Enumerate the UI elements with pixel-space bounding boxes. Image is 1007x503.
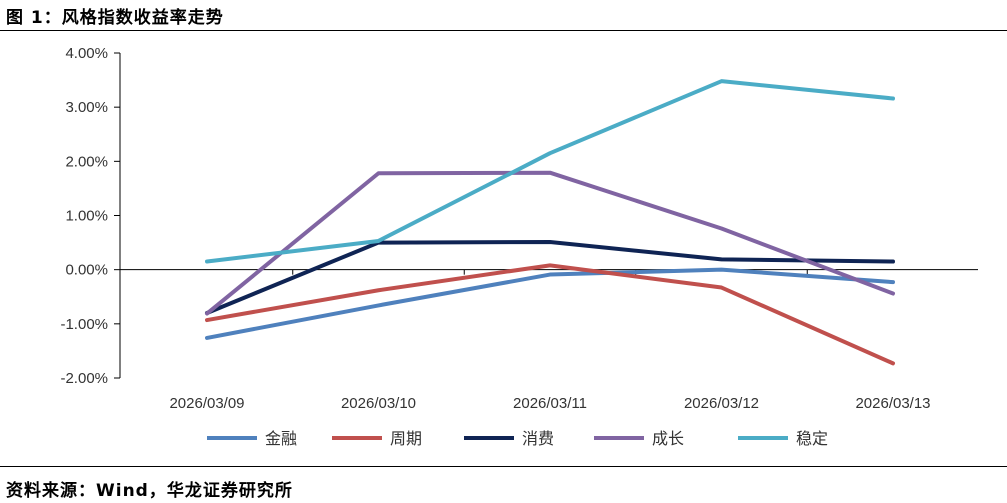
y-tick-label: 4.00% (65, 45, 108, 62)
x-tick-label: 2026/03/11 (513, 395, 587, 412)
series-line-周期 (205, 263, 895, 366)
y-tick-label: -2.00% (60, 370, 108, 387)
x-axis: 2026/03/09 2026/03/10 2026/03/11 2026/03/12… (120, 269, 978, 412)
top-divider (0, 30, 1007, 31)
legend-label: 稳定 (796, 429, 828, 448)
series-line-稳定 (205, 79, 895, 264)
y-axis: 4.00% 3.00% 2.00% 1.00% 0.00% -1.00% -2.00% (60, 45, 121, 387)
y-tick-label: 0.00% (65, 262, 108, 279)
x-tick-label: 2026/03/09 (169, 395, 244, 412)
figure-title: 图 1：风格指数收益率走势 (6, 8, 224, 28)
x-tick-label: 2026/03/13 (855, 395, 930, 412)
series-line-成长 (205, 170, 895, 316)
y-tick-label: -1.00% (60, 316, 108, 333)
y-tick-label: 2.00% (65, 153, 108, 170)
series-line-消费 (205, 240, 895, 315)
series-line-金融 (205, 267, 895, 340)
line-chart: 4.00% 3.00% 2.00% 1.00% 0.00% -1.00% -2.00% 20… (60, 45, 978, 448)
series-lines (205, 79, 895, 366)
legend-label: 金融 (265, 429, 297, 448)
legend-label: 消费 (522, 429, 554, 448)
x-tick-label: 2026/03/12 (684, 395, 759, 412)
bottom-divider (0, 466, 1007, 467)
y-tick-label: 3.00% (65, 99, 108, 116)
legend-label: 成长 (652, 429, 684, 448)
legend: 金融 周期 消费 成长 稳定 (207, 429, 828, 448)
source-note: 资料来源：Wind，华龙证券研究所 (6, 481, 293, 501)
y-tick-label: 1.00% (65, 208, 108, 225)
legend-label: 周期 (390, 429, 422, 448)
x-tick-label: 2026/03/10 (341, 395, 416, 412)
